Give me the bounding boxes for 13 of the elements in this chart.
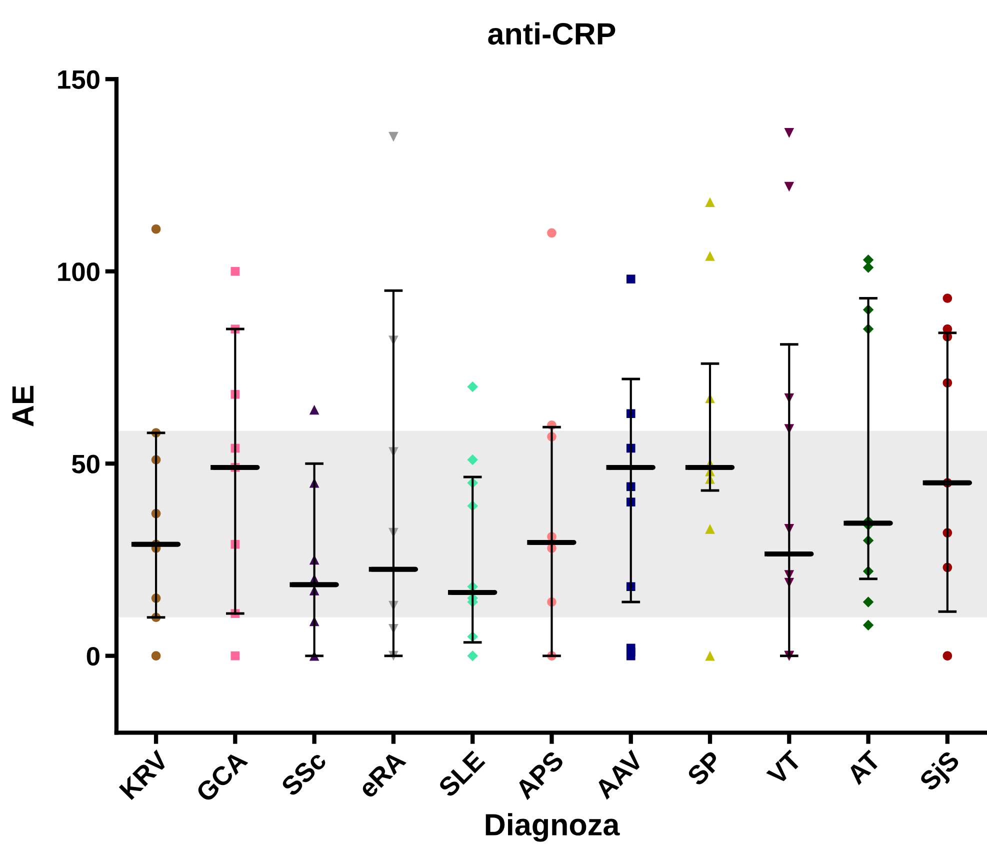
chart-title: anti-CRP [488, 22, 616, 45]
x-tick-label: SP [686, 750, 724, 787]
y-tick-label: 100 [58, 262, 100, 282]
y-tick-label: 150 [58, 70, 100, 89]
x-axis-title: Diagnoza [486, 813, 620, 842]
x-tick-label: SjS [918, 749, 964, 796]
y-tick-label: 50 [72, 454, 100, 474]
y-tick-label: 0 [86, 646, 100, 666]
x-tick-label: AT [846, 750, 882, 786]
x-tick-label: eRA [358, 750, 407, 799]
y-axis-title: AE [12, 386, 34, 426]
x-tick-label: SSc [280, 750, 328, 798]
x-tick-label: VT [766, 750, 802, 786]
